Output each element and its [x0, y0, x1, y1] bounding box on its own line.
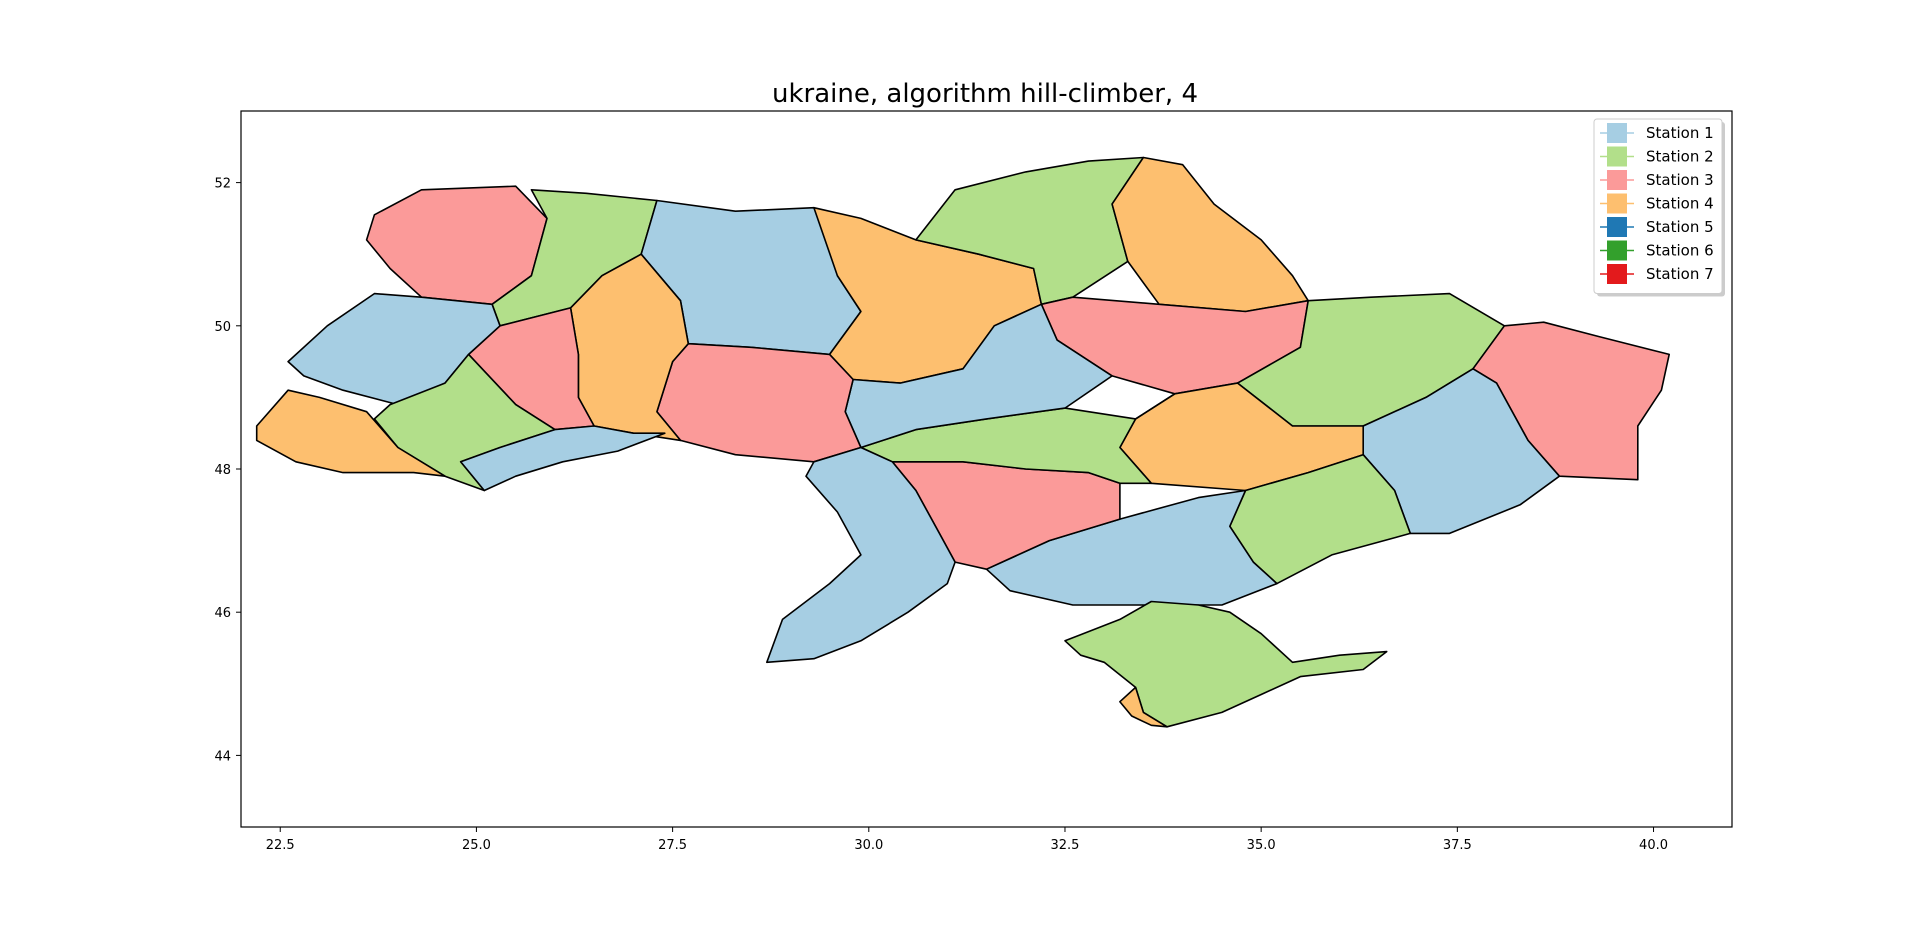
legend-swatch	[1607, 193, 1627, 214]
region-sevastopol	[1119, 686, 1168, 728]
legend-swatch	[1607, 240, 1627, 261]
x-tick-label: 25.0	[462, 838, 491, 853]
region-donetsk	[1362, 368, 1561, 535]
region-chernivtsi	[459, 425, 666, 492]
legend-swatch	[1607, 146, 1627, 167]
chart-title: ukraine, algorithm hill-climber, 4	[772, 79, 1198, 109]
legend-swatch	[1607, 264, 1627, 284]
x-tick-label: 35.0	[1247, 838, 1276, 853]
y-tick-label: 48	[214, 463, 231, 478]
y-tick-label: 44	[214, 749, 231, 764]
legend-label: Station 2	[1646, 148, 1714, 166]
regions-layer	[255, 156, 1670, 728]
legend-label: Station 6	[1646, 242, 1714, 260]
legend: Station 1 Station 2 Station 3 Station 4 Stat…	[1593, 118, 1725, 297]
y-tick-label: 50	[214, 320, 231, 335]
x-tick-label: 22.5	[266, 838, 295, 853]
legend-swatch	[1607, 123, 1627, 143]
y-axis: 44 46 48 50 52	[214, 177, 241, 764]
x-tick-label: 40.0	[1639, 838, 1668, 853]
legend-label: Station 3	[1646, 171, 1714, 189]
y-tick-label: 46	[214, 606, 231, 621]
x-tick-label: 32.5	[1050, 838, 1079, 853]
x-tick-label: 37.5	[1443, 838, 1472, 853]
legend-swatch	[1607, 170, 1627, 190]
legend-label: Station 4	[1646, 195, 1714, 213]
region-odesa	[766, 446, 956, 664]
legend-swatch	[1607, 217, 1627, 237]
legend-label: Station 5	[1646, 218, 1714, 236]
legend-label: Station 1	[1646, 124, 1714, 142]
x-tick-label: 27.5	[658, 838, 687, 853]
x-tick-label: 30.0	[854, 838, 883, 853]
region-zakarpattia	[255, 389, 446, 477]
legend-label: Station 7	[1646, 265, 1714, 283]
y-tick-label: 52	[214, 177, 231, 192]
region-lviv	[287, 292, 501, 406]
x-axis: 22.5 25.0 27.5 30.0 32.5 35.0 37.5 40.0	[266, 827, 1668, 853]
